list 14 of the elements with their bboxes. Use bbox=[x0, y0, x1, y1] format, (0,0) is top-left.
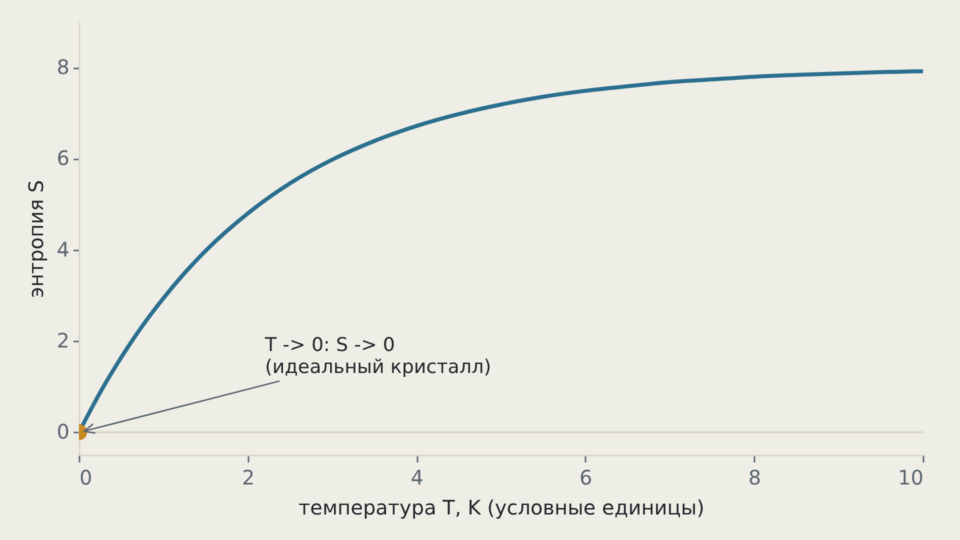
y-tick-label: 4 bbox=[56, 237, 70, 262]
annotation: T -> 0: S -> 0 (идеальный кристалл) bbox=[264, 334, 492, 378]
x-tick-label: 2 bbox=[242, 466, 255, 490]
x-tick-label: 4 bbox=[410, 466, 424, 490]
y-tick-label: 6 bbox=[56, 146, 70, 170]
y-tick-label: 0 bbox=[56, 420, 70, 444]
x-axis-title: температура T, K (условные единицы) bbox=[298, 496, 704, 520]
y-axis-title: энтропия S bbox=[24, 180, 48, 298]
y-tick-label: 8 bbox=[56, 55, 70, 80]
x-tick-label: 10 bbox=[898, 466, 924, 490]
x-tick-label: 6 bbox=[580, 466, 592, 490]
y-tick-label: 2 bbox=[56, 328, 70, 353]
x-tick-label: 8 bbox=[748, 466, 762, 490]
x-tick-label: 0 bbox=[80, 466, 92, 490]
